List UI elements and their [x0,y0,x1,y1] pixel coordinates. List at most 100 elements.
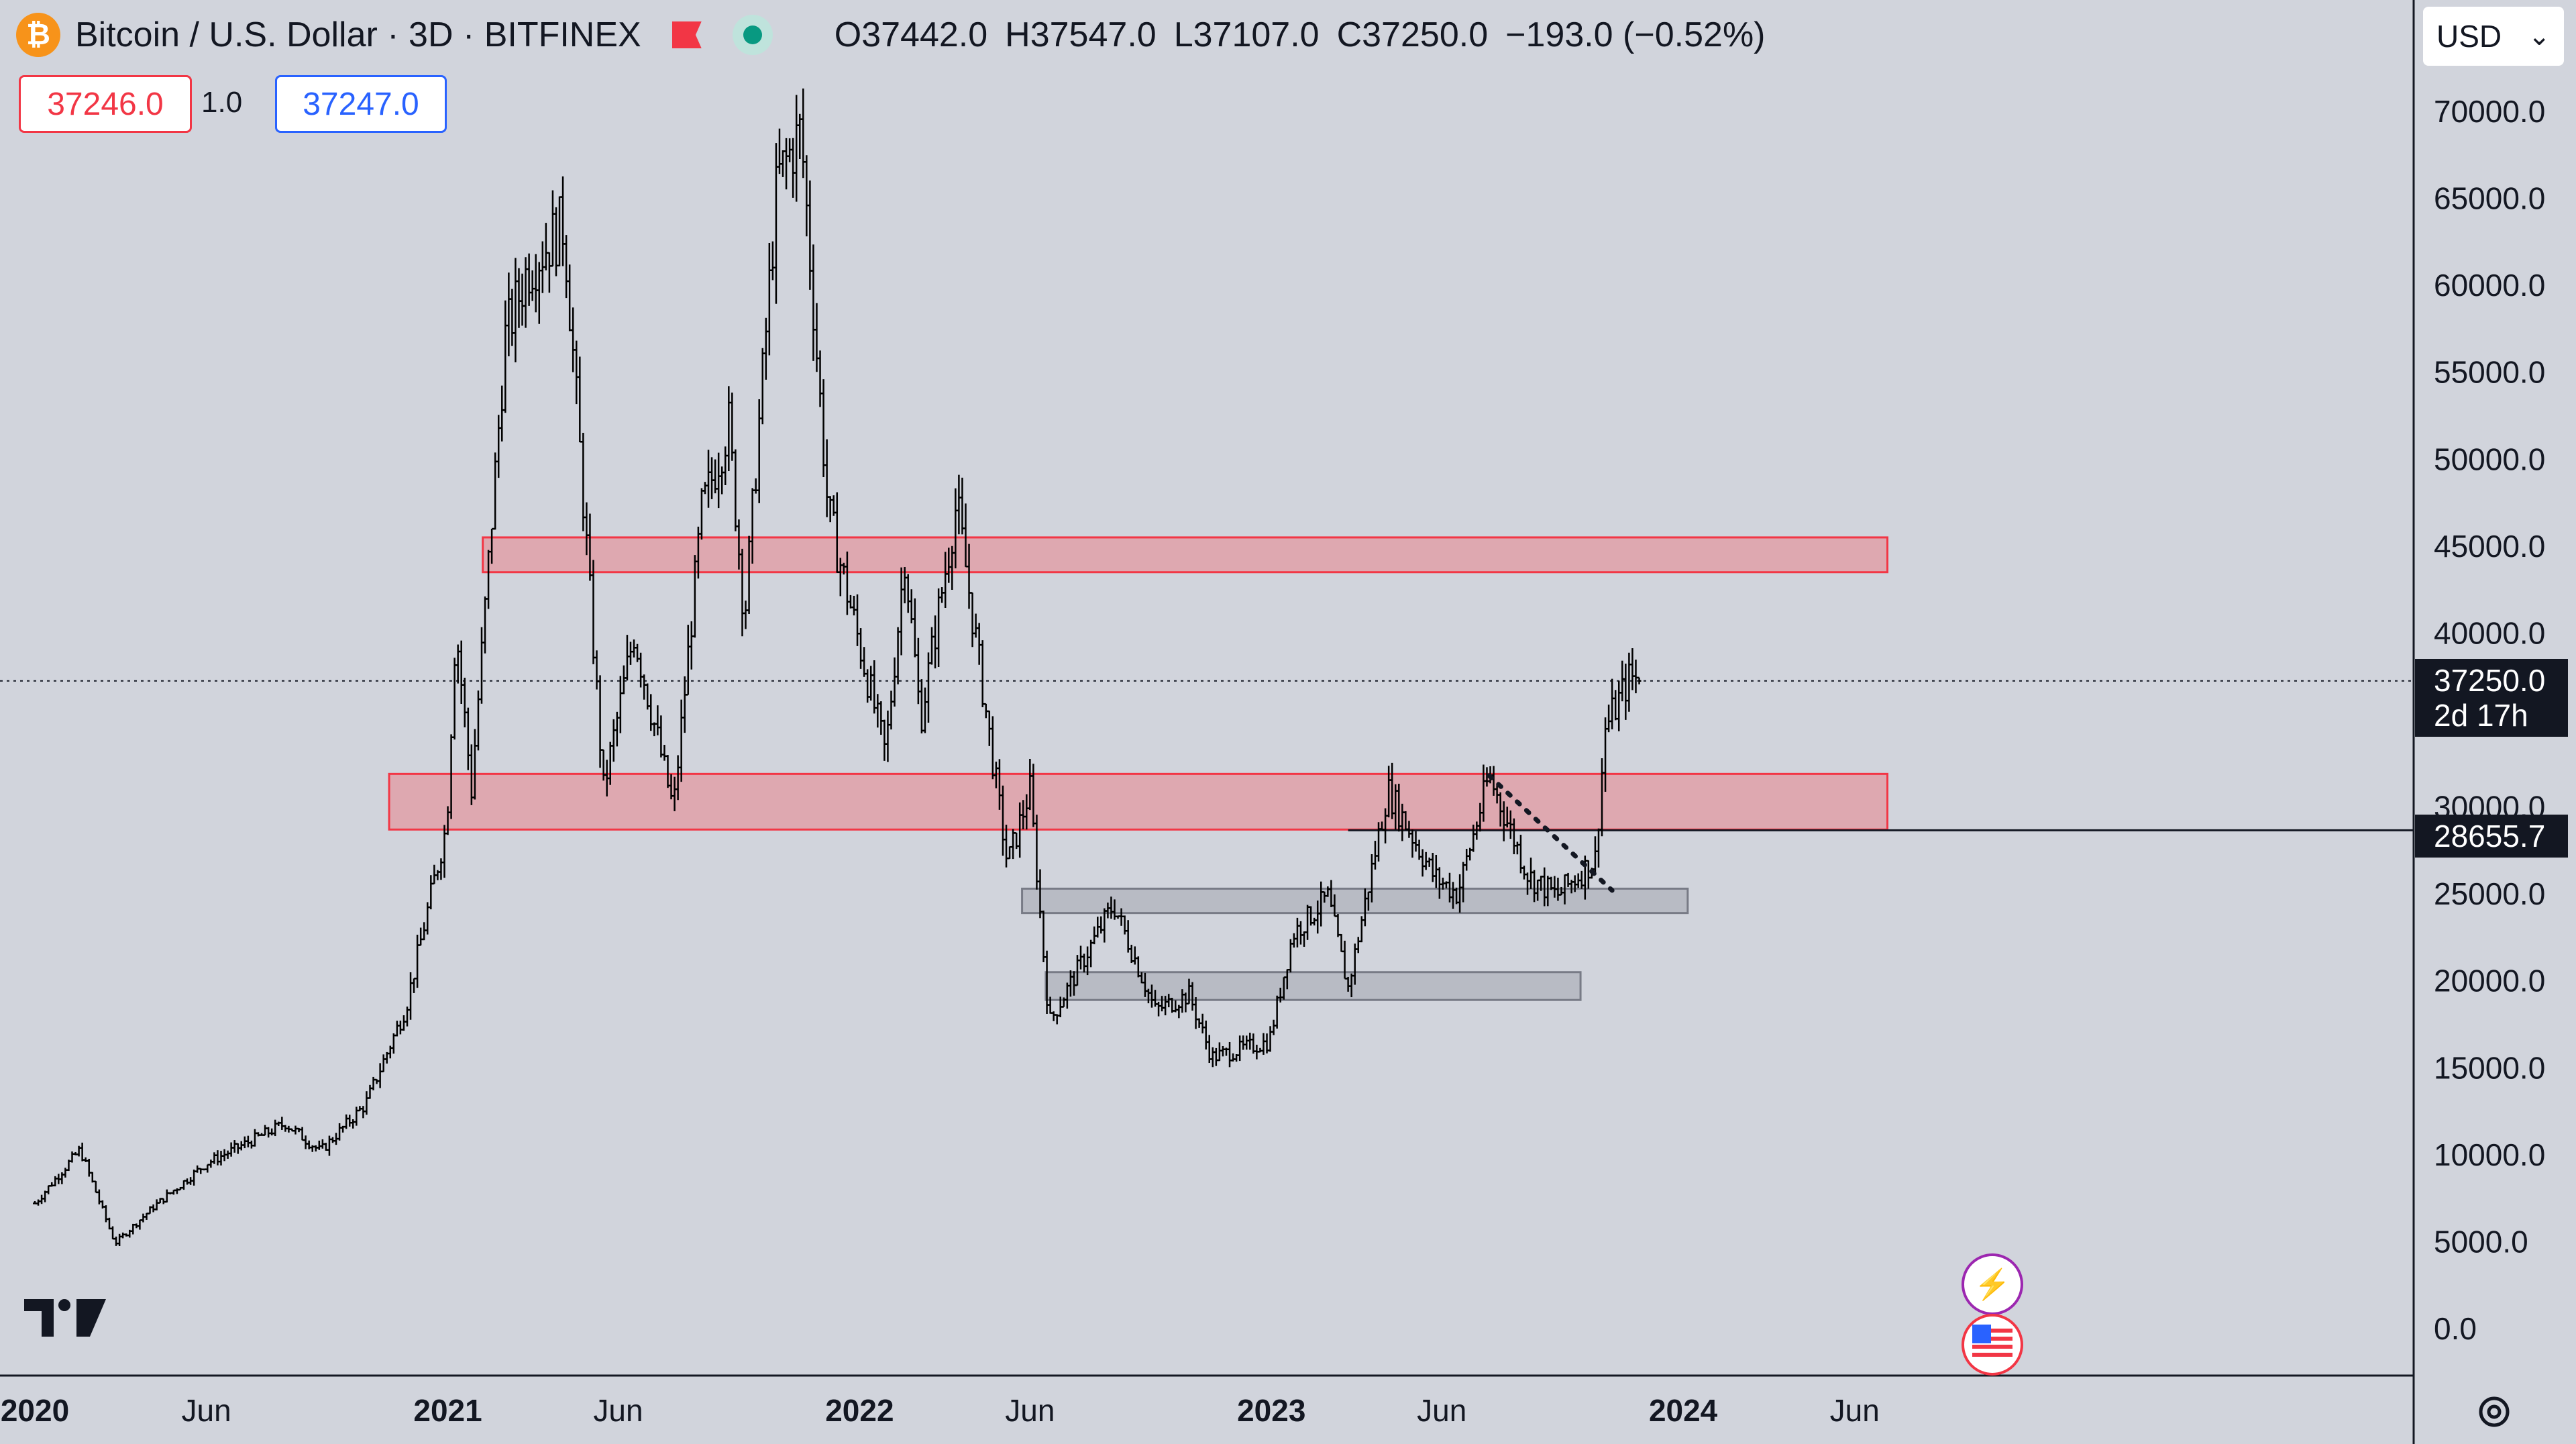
ohlc-bar [1339,933,1344,953]
sell-button[interactable]: 37246.0 [19,75,192,133]
ohlc-bar [270,1128,274,1136]
ohlc-bar [513,258,518,362]
ohlc-c-label: C [1336,15,1362,54]
ohlc-open: 37442.0 [861,15,988,54]
time-tick-label: 2024 [1649,1393,1718,1428]
ohlc-bar [1008,845,1012,860]
ohlc-bar [1129,944,1134,964]
ohlc-bar [760,348,765,425]
ohlc-bar [1607,705,1611,733]
ohlc-bar [1521,866,1526,880]
ohlc-bar [225,1150,230,1159]
settings-gear-icon[interactable] [2474,1392,2514,1432]
ohlc-bar [1623,664,1628,720]
ohlc-bar [824,439,829,517]
ohlc-bar [578,356,582,443]
ohlc-bar [1298,921,1303,945]
ohlc-bar [1596,828,1601,868]
ohlc-bar [1610,678,1615,729]
ohlc-bar [1004,825,1009,868]
time-tick-label: Jun [1830,1393,1880,1428]
ohlc-bar [686,625,690,696]
ohlc-bar [591,560,596,664]
ohlc-bar [53,1176,58,1187]
ohlc-bar [1464,848,1469,871]
ohlc-bar [293,1125,298,1135]
ohlc-bar [500,385,504,442]
ohlc-bar [273,1119,278,1137]
ohlc-bar [300,1127,305,1141]
price-tick-label: 5000.0 [2434,1224,2528,1259]
ohlc-bar [781,150,786,177]
price-axis[interactable]: 70000.0 65000.0 60000.0 55000.0 50000.0 45000… [2434,94,2545,1346]
ohlc-bar [625,635,629,681]
chart-header: ₿ Bitcoin / U.S. Dollar · 3D · BITFINEX … [16,9,1766,60]
ohlc-bar [811,244,816,361]
ohlc-bar [862,647,867,677]
ohlc-bar [1613,690,1618,721]
support-zone-3[interactable] [1021,887,1689,915]
ohlc-bar [412,978,417,993]
price-tick-label: 20000.0 [2434,964,2545,998]
spread-value: 1.0 [201,86,243,119]
ohlc-bar [263,1125,268,1136]
resistance-zone-1[interactable] [482,536,1889,574]
trendline[interactable] [1487,773,1615,893]
ohlc-bar [710,457,714,499]
buy-button[interactable]: 37247.0 [275,75,447,133]
support-zone-4[interactable] [1044,971,1582,1001]
time-axis[interactable]: 2020 Jun 2021 Jun 2022 Jun 2023 Jun 2024 Jun [1,1393,1880,1428]
ohlc-bar [757,399,761,503]
time-tick-label: 2022 [825,1393,894,1428]
ohlc-bar [151,1204,156,1213]
ohlc-bar [557,196,562,267]
ohlc-bar [1529,858,1534,890]
ohlc-bar [280,1117,284,1130]
ohlc-close: 37250.0 [1362,15,1489,54]
bar-countdown: 2d 17h [2434,698,2528,733]
ohlc-bar [851,595,856,616]
ohlc-bar [919,679,924,734]
level-price-tag: 28655.7 [2415,815,2568,858]
ohlc-bar [1336,913,1340,937]
ohlc-bar [391,1033,396,1054]
ohlc-bar [1217,1042,1222,1062]
ohlc-bar [1434,854,1438,888]
ohlc-bar [209,1159,213,1168]
symbol-title[interactable]: Bitcoin / U.S. Dollar · 3D · BITFINEX [75,15,641,54]
us-flag-event-icon[interactable] [1962,1314,2023,1376]
level-price: 28655.7 [2434,819,2546,854]
ohlc-bar [121,1232,125,1239]
ohlc-bar [973,613,978,638]
ohlc-bar [506,272,511,356]
ohlc-bar [821,379,826,478]
ohlc-bar [784,138,789,190]
ohlc-bar [432,864,437,885]
ohlc-bar [594,650,599,690]
ohlc-bar [303,1135,308,1149]
flag-icon[interactable] [672,21,702,48]
resistance-zone-2[interactable] [388,772,1889,831]
ohlc-bar [215,1150,220,1166]
tradingview-logo-icon[interactable] [24,1295,107,1342]
ohlc-bar [1244,1035,1249,1050]
lightning-icon[interactable]: ⚡ [1962,1253,2023,1315]
ohlc-o-label: O [834,15,862,54]
ohlc-bar [368,1084,372,1099]
price-tick-label: 10000.0 [2434,1137,2545,1172]
currency-select[interactable]: USD ⌄ [2423,7,2564,66]
ohlc-bar [628,641,633,665]
ohlc-bar [639,652,643,688]
ohlc-bar [1295,917,1299,947]
ohlc-bar [875,694,880,728]
ohlc-bar [649,694,653,731]
ohlc-bar [1214,1047,1218,1066]
ohlc-bar [523,257,528,328]
ohlc-bar [252,1129,257,1147]
chevron-down-icon: ⌄ [2528,21,2551,51]
ohlc-bar [892,657,897,707]
ohlc-bar [733,449,738,531]
ohlc-bar [767,242,771,356]
ohlc-bar [543,223,548,270]
